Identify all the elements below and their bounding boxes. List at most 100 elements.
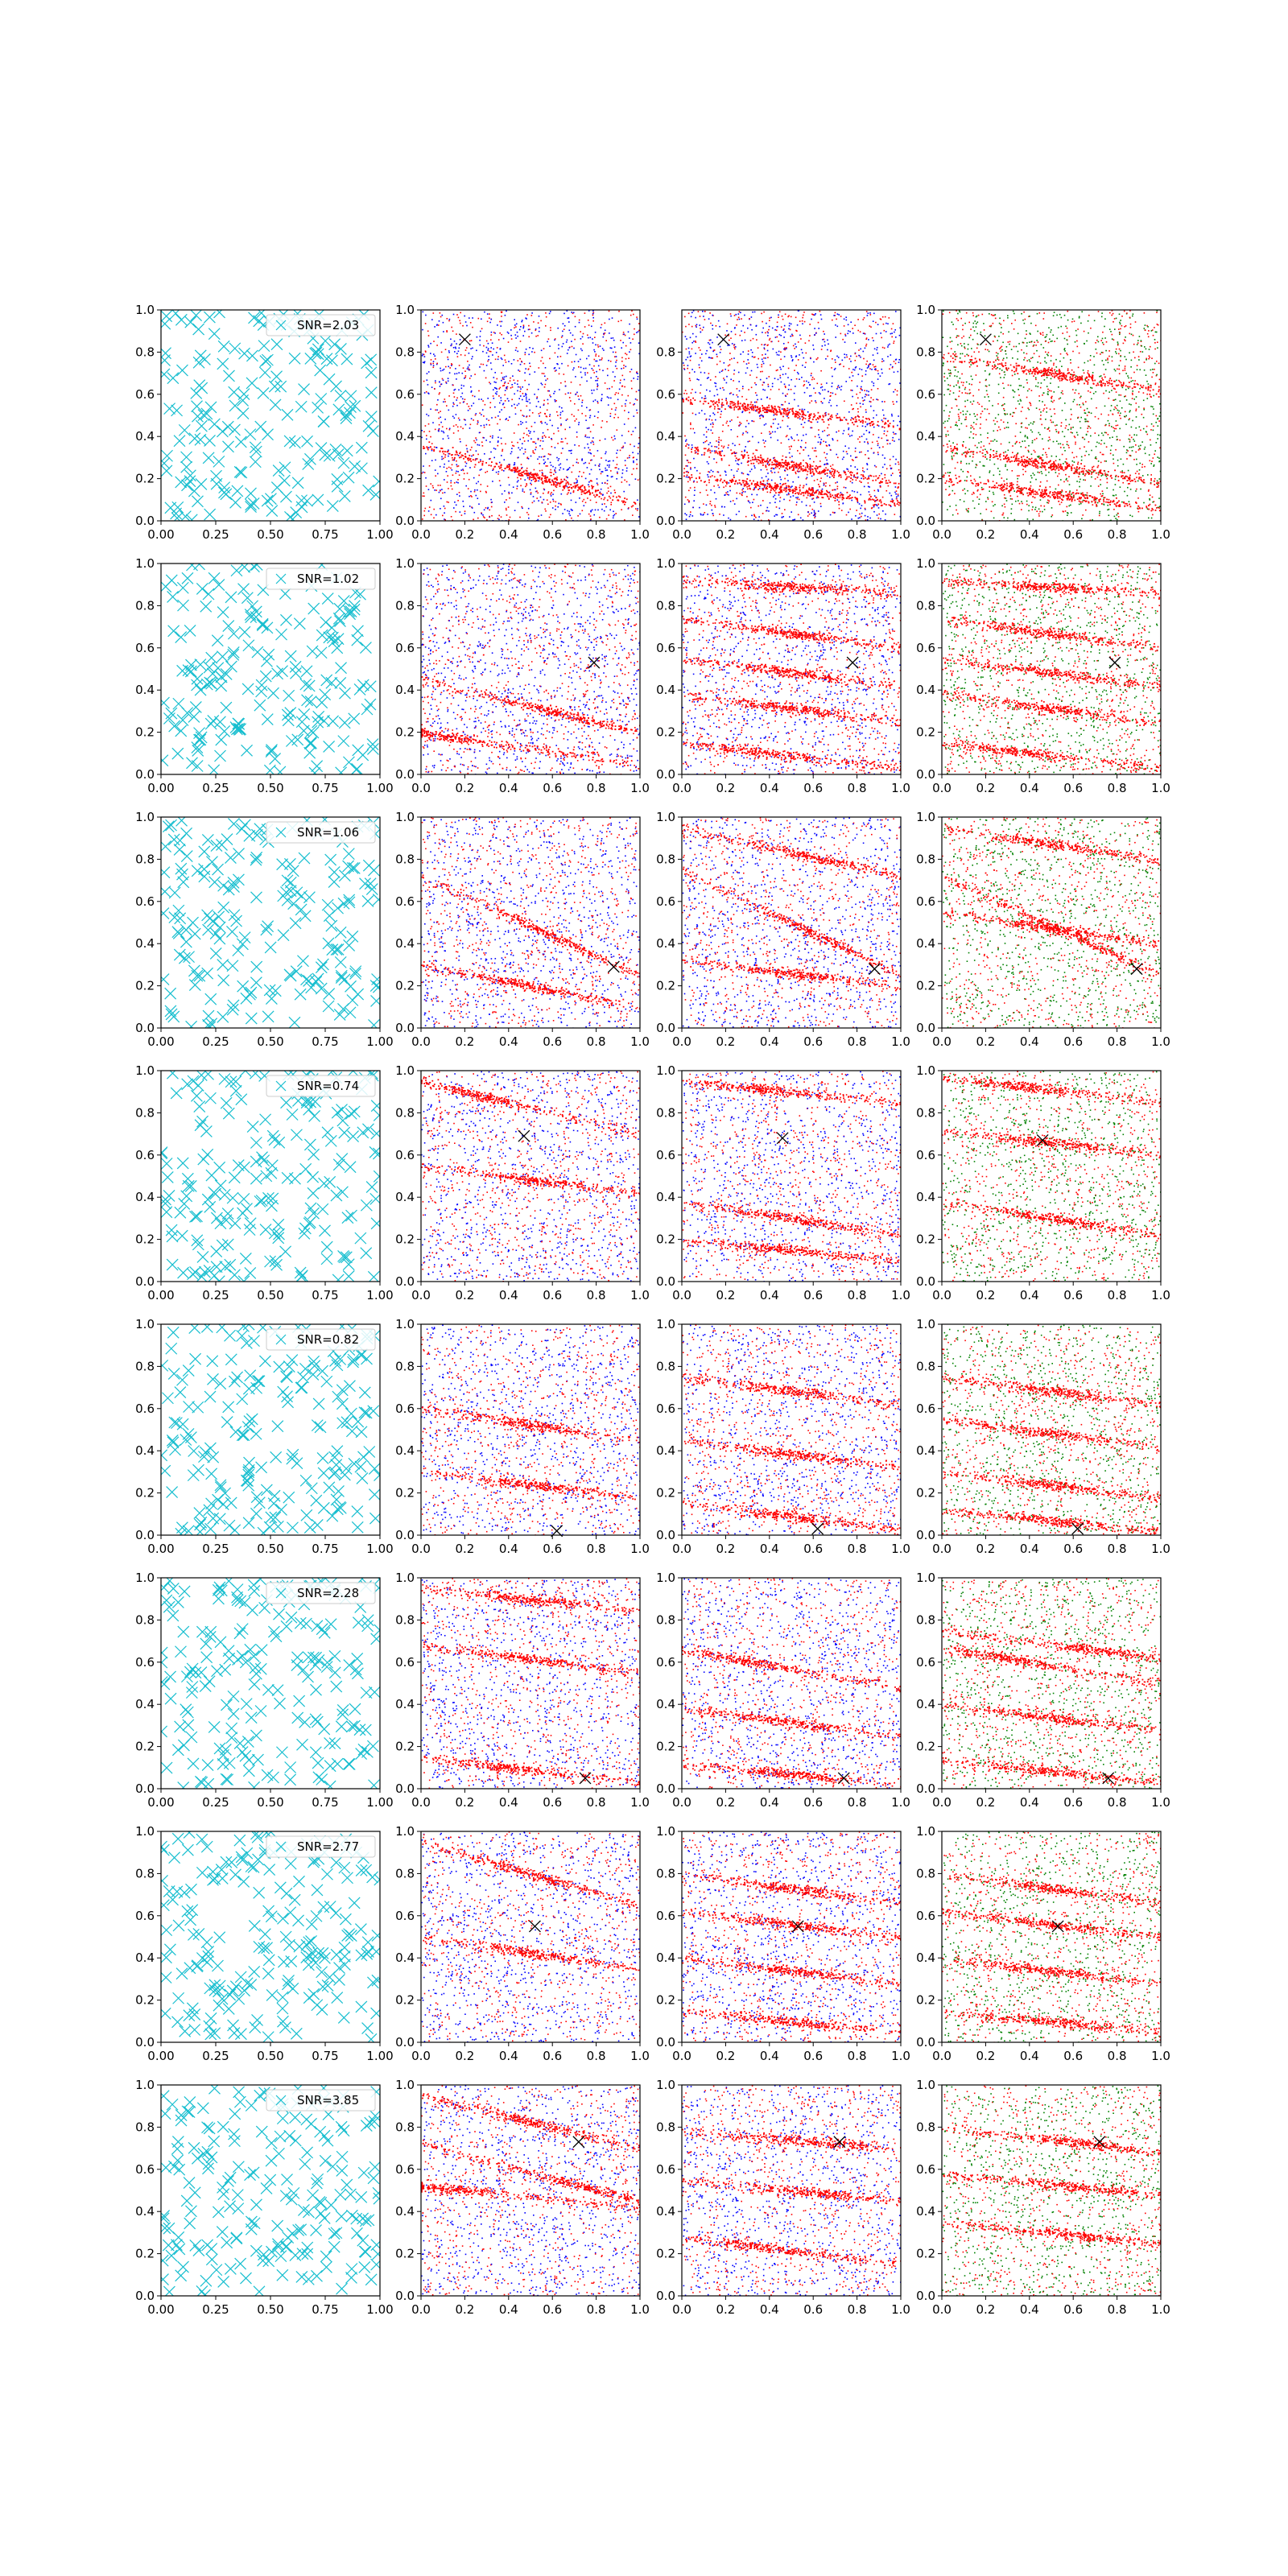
red-dot bbox=[431, 359, 432, 361]
cross-marker bbox=[249, 312, 260, 324]
streak-dot bbox=[793, 412, 795, 414]
background-dot bbox=[866, 430, 868, 431]
background-dot bbox=[504, 490, 506, 492]
streak-dot bbox=[691, 474, 692, 476]
background-dot bbox=[783, 336, 785, 338]
streak-dot bbox=[566, 482, 568, 484]
red-dot bbox=[435, 410, 436, 411]
background-dot bbox=[425, 453, 427, 455]
background-dot bbox=[569, 347, 571, 349]
red-dot bbox=[728, 444, 729, 446]
background-dot bbox=[528, 384, 530, 386]
background-dot bbox=[538, 481, 539, 482]
streak-dot bbox=[766, 461, 767, 463]
background-dot bbox=[700, 372, 702, 374]
red-dot bbox=[598, 346, 600, 348]
background-dot bbox=[794, 399, 795, 401]
background-dot bbox=[738, 464, 740, 465]
background-dot bbox=[440, 342, 442, 344]
background-dot bbox=[814, 511, 815, 513]
red-dot bbox=[712, 427, 714, 428]
red-dot bbox=[528, 336, 530, 338]
background-dot bbox=[797, 434, 799, 436]
red-dot bbox=[553, 433, 555, 435]
red-dot bbox=[519, 517, 521, 518]
streak-dot bbox=[795, 415, 796, 416]
red-dot bbox=[638, 479, 639, 481]
streak-dot bbox=[795, 490, 796, 492]
red-dot bbox=[809, 514, 811, 515]
background-dot bbox=[461, 388, 463, 390]
red-dot bbox=[592, 369, 594, 371]
red-dot bbox=[590, 518, 592, 520]
streak-dot bbox=[568, 487, 569, 489]
cross-marker bbox=[349, 460, 361, 472]
red-dot bbox=[837, 486, 839, 488]
streak-dot bbox=[759, 409, 761, 411]
background-dot bbox=[607, 464, 609, 466]
background-dot bbox=[857, 469, 858, 470]
red-dot bbox=[687, 499, 689, 501]
streak-dot bbox=[783, 413, 785, 415]
red-dot bbox=[549, 454, 551, 456]
streak-dot bbox=[833, 477, 835, 478]
background-dot bbox=[562, 411, 564, 412]
background-dot bbox=[832, 386, 833, 387]
red-dot bbox=[871, 448, 873, 449]
red-dot bbox=[721, 399, 723, 401]
red-dot bbox=[456, 466, 458, 468]
background-dot bbox=[605, 506, 607, 508]
streak-dot bbox=[842, 499, 844, 501]
red-dot bbox=[785, 401, 786, 402]
red-dot bbox=[466, 445, 468, 447]
background-dot bbox=[708, 342, 709, 344]
red-dot bbox=[621, 394, 623, 396]
streak-dot bbox=[809, 488, 811, 489]
background-dot bbox=[622, 473, 624, 474]
red-dot bbox=[811, 422, 813, 423]
red-dot bbox=[627, 457, 629, 459]
red-dot bbox=[771, 472, 773, 473]
background-dot bbox=[605, 439, 606, 440]
red-dot bbox=[873, 399, 874, 401]
background-dot bbox=[444, 464, 445, 465]
background-dot bbox=[529, 347, 530, 349]
red-dot bbox=[716, 325, 717, 327]
red-dot bbox=[767, 357, 769, 358]
background-dot bbox=[867, 464, 869, 466]
background-dot bbox=[850, 456, 852, 457]
red-dot bbox=[692, 428, 694, 430]
background-dot bbox=[529, 399, 530, 401]
streak-dot bbox=[814, 492, 815, 493]
red-dot bbox=[851, 372, 852, 374]
red-dot bbox=[625, 464, 626, 466]
red-dot bbox=[685, 326, 687, 328]
red-dot bbox=[758, 347, 759, 349]
streak-dot bbox=[796, 413, 798, 415]
streak-dot bbox=[864, 500, 865, 502]
red-dot bbox=[576, 436, 578, 438]
streak-dot bbox=[893, 426, 894, 427]
streak-dot bbox=[691, 448, 692, 450]
background-dot bbox=[493, 398, 495, 399]
background-dot bbox=[637, 499, 638, 501]
streak-dot bbox=[873, 480, 874, 481]
streak-dot bbox=[787, 412, 789, 414]
background-dot bbox=[869, 432, 870, 434]
red-dot bbox=[866, 311, 868, 312]
background-dot bbox=[824, 333, 825, 335]
background-dot bbox=[721, 370, 723, 372]
streak-dot bbox=[584, 486, 585, 488]
background-dot bbox=[514, 394, 515, 395]
background-dot bbox=[751, 494, 753, 496]
background-dot bbox=[547, 341, 548, 343]
red-dot bbox=[444, 456, 446, 458]
red-dot bbox=[705, 448, 707, 450]
background-dot bbox=[857, 492, 858, 493]
background-dot bbox=[891, 414, 893, 415]
streak-dot bbox=[756, 409, 758, 411]
red-dot bbox=[857, 408, 859, 410]
streak-dot bbox=[687, 472, 689, 473]
streak-dot bbox=[761, 457, 762, 459]
streak-dot bbox=[548, 481, 550, 482]
